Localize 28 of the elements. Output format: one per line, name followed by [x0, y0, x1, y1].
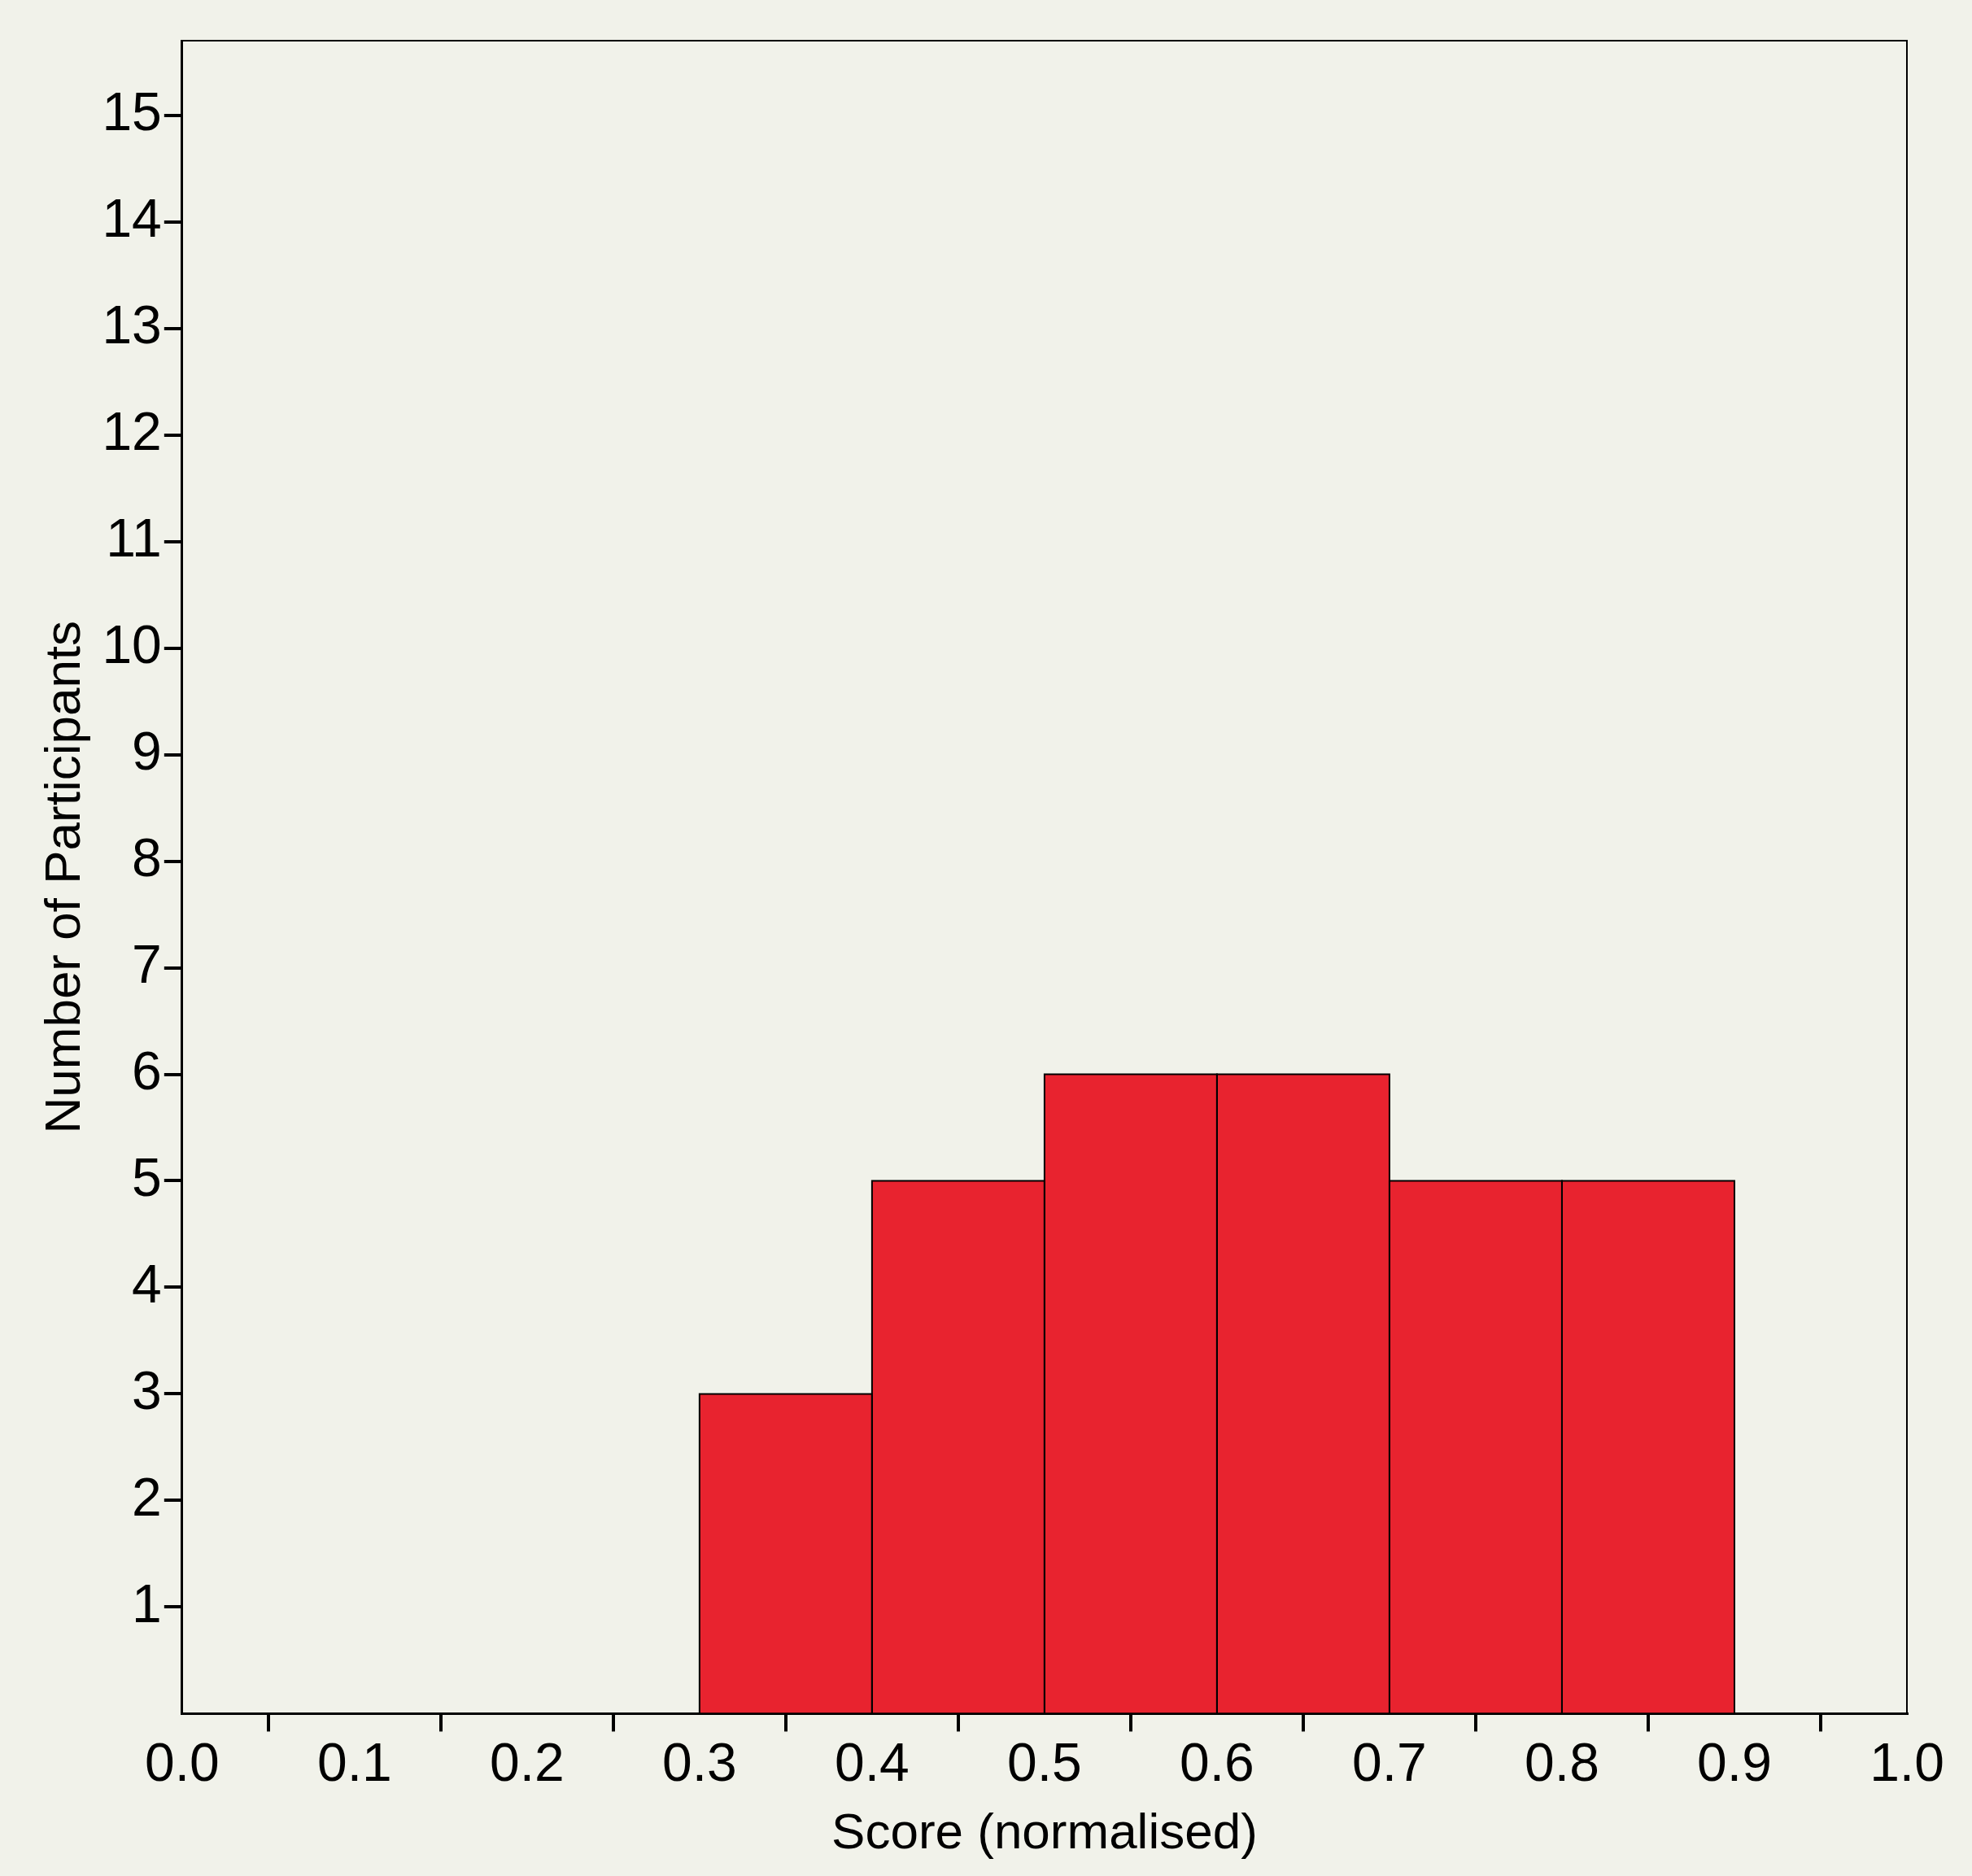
x-tick-label: 0.9: [1697, 1732, 1772, 1793]
y-tick-label: 1: [132, 1573, 162, 1634]
x-tick-label: 0.6: [1180, 1732, 1254, 1793]
x-tick-label: 0.5: [1007, 1732, 1082, 1793]
x-tick-label: 1.0: [1869, 1732, 1944, 1793]
y-tick-label: 3: [132, 1359, 162, 1420]
x-tick-label: 0.2: [489, 1732, 565, 1793]
x-tick-label: 0.0: [144, 1732, 220, 1793]
y-tick-label: 14: [102, 187, 162, 248]
x-tick-label: 0.4: [835, 1732, 910, 1793]
y-tick-label: 11: [106, 507, 162, 568]
y-tick-label: 12: [102, 400, 162, 461]
y-tick-label: 5: [132, 1146, 162, 1207]
y-tick-label: 2: [132, 1466, 162, 1527]
y-tick-label: 7: [132, 933, 162, 994]
x-tick-label: 0.1: [316, 1732, 392, 1793]
y-axis-title: Number of Participants: [34, 620, 91, 1134]
x-tick-label: 0.8: [1525, 1732, 1599, 1793]
y-tick-label: 9: [132, 720, 162, 781]
y-tick-label: 10: [102, 613, 162, 674]
y-tick-label: 15: [102, 81, 162, 142]
y-tick-label: 6: [132, 1040, 162, 1101]
x-tick-label: 0.7: [1352, 1732, 1427, 1793]
y-tick-label: 8: [132, 827, 162, 888]
y-tick-label: 4: [132, 1253, 162, 1314]
y-tick-label: 13: [102, 294, 162, 355]
x-tick-label: 0.3: [661, 1732, 737, 1793]
x-axis-title: Score (normalised): [831, 1802, 1258, 1859]
